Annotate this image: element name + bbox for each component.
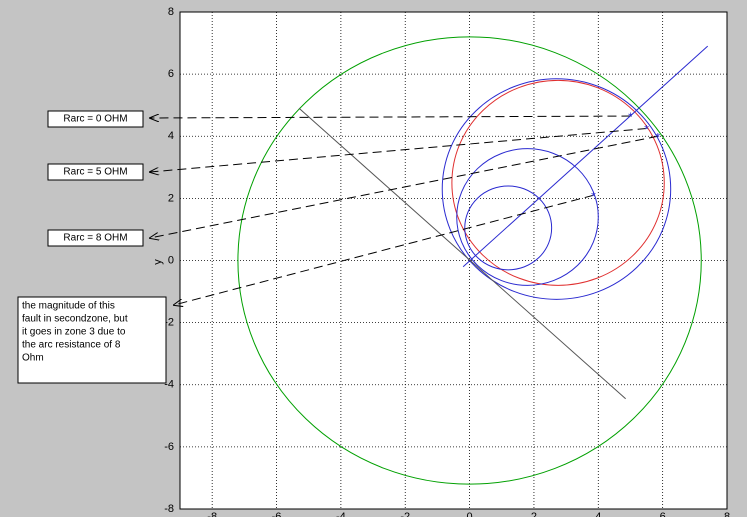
- y-tick-label: -2: [164, 317, 174, 329]
- annotation-text: Rarc = 8 OHM: [63, 233, 127, 244]
- x-tick-label: 4: [595, 511, 601, 517]
- annotation-text: the magnitude of this: [22, 301, 115, 312]
- annotation-box: [47, 163, 144, 181]
- y-tick-label: -4: [164, 379, 174, 391]
- y-tick-label: 8: [168, 6, 174, 18]
- annotation-arrow: [150, 135, 658, 238]
- point-marker: *: [655, 130, 660, 144]
- annotation-text: it goes in zone 3 due to: [22, 327, 126, 338]
- y-tick-label: 0: [168, 254, 174, 266]
- y-tick-label: -6: [164, 441, 174, 453]
- annotation-box: [47, 229, 144, 247]
- point-marker: *: [591, 189, 596, 203]
- x-tick-label: -6: [272, 511, 282, 517]
- y-tick-label: -8: [164, 503, 174, 515]
- annotation-text: Ohm: [22, 353, 44, 364]
- x-tick-label: 6: [660, 511, 666, 517]
- x-tick-label: 8: [724, 511, 730, 517]
- annotation-box: [47, 110, 144, 128]
- annotation-text: the arc resistance of 8: [22, 340, 121, 351]
- circle: [451, 79, 665, 286]
- annotation-box: [17, 296, 167, 384]
- annotation-arrow: [150, 116, 631, 118]
- line: [462, 45, 709, 268]
- y-axis-label: y: [152, 259, 164, 265]
- point-marker: *: [644, 123, 649, 137]
- x-tick-label: -2: [400, 511, 410, 517]
- y-tick-label: 6: [168, 68, 174, 80]
- y-tick-label: 2: [168, 192, 174, 204]
- annotation-text: Rarc = 0 OHM: [63, 114, 127, 125]
- annotation-text: fault in secondzone, but: [22, 314, 128, 325]
- x-tick-label: -8: [207, 511, 217, 517]
- annotation-text: Rarc = 5 OHM: [63, 167, 127, 178]
- circle: [464, 185, 553, 271]
- annotation-arrow: [174, 194, 594, 305]
- x-tick-label: 0: [467, 511, 473, 517]
- circle: [456, 148, 599, 286]
- x-tick-label: 2: [531, 511, 537, 517]
- circle: [237, 36, 702, 485]
- x-tick-label: -4: [336, 511, 346, 517]
- circle: [441, 78, 672, 300]
- line: [298, 107, 626, 400]
- y-tick-label: 4: [168, 130, 174, 142]
- point-marker: *: [628, 110, 633, 124]
